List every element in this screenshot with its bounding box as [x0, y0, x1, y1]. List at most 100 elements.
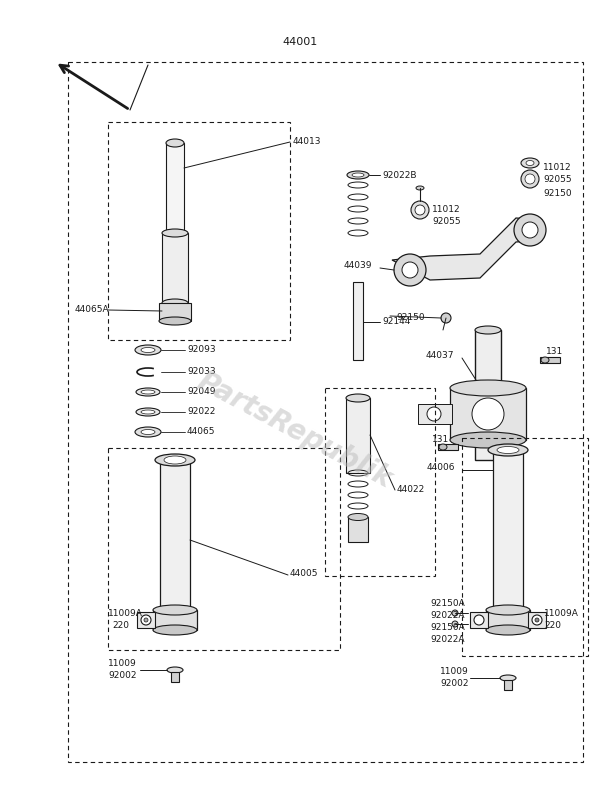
Text: 44065: 44065: [187, 428, 215, 436]
Bar: [470, 612, 488, 628]
Bar: [353, 282, 363, 360]
Circle shape: [452, 610, 458, 616]
Text: 92055: 92055: [543, 176, 572, 184]
Text: 92093: 92093: [187, 345, 215, 355]
Bar: [462, 438, 588, 656]
Text: 131: 131: [432, 436, 449, 444]
Bar: [137, 612, 155, 628]
Ellipse shape: [136, 408, 160, 416]
Ellipse shape: [141, 429, 155, 435]
Text: 92022A: 92022A: [430, 611, 464, 619]
Bar: [486, 610, 530, 630]
Text: 11012: 11012: [432, 206, 461, 214]
Text: 44001: 44001: [283, 37, 317, 47]
Bar: [171, 672, 179, 682]
Circle shape: [411, 201, 429, 219]
Bar: [450, 388, 526, 440]
Text: 92033: 92033: [187, 367, 215, 377]
Bar: [159, 303, 191, 321]
Bar: [166, 143, 184, 233]
Ellipse shape: [141, 390, 155, 394]
Circle shape: [402, 262, 418, 278]
Text: 92049: 92049: [187, 388, 215, 396]
Bar: [108, 122, 290, 340]
Text: 44037: 44037: [426, 352, 455, 360]
Text: 220: 220: [112, 622, 129, 630]
Text: 44065A: 44065A: [75, 305, 110, 315]
Bar: [325, 388, 435, 576]
Ellipse shape: [159, 317, 191, 325]
Ellipse shape: [488, 444, 528, 456]
Ellipse shape: [500, 675, 516, 681]
Circle shape: [522, 222, 538, 238]
Ellipse shape: [135, 345, 161, 355]
Text: 92022A: 92022A: [430, 636, 464, 644]
Text: 92022B: 92022B: [382, 170, 416, 180]
Ellipse shape: [497, 447, 519, 454]
Ellipse shape: [141, 348, 155, 352]
Text: 44039: 44039: [344, 261, 373, 269]
Bar: [540, 357, 560, 363]
Text: 92055: 92055: [432, 217, 461, 227]
Ellipse shape: [486, 605, 530, 615]
Text: 92002: 92002: [440, 680, 469, 688]
Bar: [68, 62, 583, 762]
Circle shape: [472, 398, 504, 430]
Circle shape: [427, 407, 441, 421]
Ellipse shape: [162, 299, 188, 307]
Circle shape: [521, 170, 539, 188]
Text: 92150A: 92150A: [430, 598, 465, 608]
Ellipse shape: [153, 625, 197, 635]
Bar: [162, 233, 188, 303]
Circle shape: [441, 313, 451, 323]
Ellipse shape: [164, 456, 186, 464]
Ellipse shape: [347, 171, 369, 179]
Circle shape: [535, 618, 539, 622]
Ellipse shape: [346, 394, 370, 402]
Text: 11012: 11012: [543, 162, 572, 171]
Text: 220: 220: [544, 620, 561, 630]
Text: 11009A: 11009A: [108, 609, 143, 619]
Circle shape: [525, 174, 535, 184]
Ellipse shape: [352, 173, 364, 177]
Circle shape: [474, 615, 484, 625]
Text: 44006: 44006: [427, 463, 455, 473]
Ellipse shape: [162, 229, 188, 237]
Bar: [160, 460, 190, 610]
Ellipse shape: [541, 357, 549, 363]
Circle shape: [394, 254, 426, 286]
Text: 131: 131: [546, 348, 563, 356]
Ellipse shape: [521, 158, 539, 168]
Circle shape: [452, 621, 458, 627]
Ellipse shape: [439, 444, 447, 450]
Text: 11009A: 11009A: [544, 609, 579, 619]
Ellipse shape: [348, 513, 368, 520]
Text: 92022: 92022: [187, 407, 215, 417]
Bar: [528, 612, 546, 628]
Ellipse shape: [450, 380, 526, 396]
Bar: [153, 610, 197, 630]
Text: 92002: 92002: [108, 671, 137, 681]
Circle shape: [415, 205, 425, 215]
Ellipse shape: [416, 186, 424, 190]
Bar: [348, 517, 368, 542]
Bar: [418, 404, 452, 424]
Text: 44005: 44005: [290, 569, 319, 579]
Circle shape: [141, 615, 151, 625]
Circle shape: [532, 615, 542, 625]
Circle shape: [144, 618, 148, 622]
Ellipse shape: [167, 667, 183, 673]
Bar: [108, 448, 340, 650]
Text: 92150: 92150: [543, 188, 572, 198]
Text: 92150A: 92150A: [430, 623, 465, 633]
Ellipse shape: [141, 410, 155, 414]
Bar: [346, 398, 370, 473]
Ellipse shape: [155, 454, 195, 466]
Text: 44013: 44013: [293, 137, 322, 145]
Text: 11009: 11009: [108, 659, 137, 669]
Ellipse shape: [153, 605, 197, 615]
Ellipse shape: [166, 139, 184, 147]
Text: 92150: 92150: [396, 312, 425, 322]
Text: PartsRepublik: PartsRepublik: [193, 367, 397, 493]
Bar: [493, 450, 523, 610]
